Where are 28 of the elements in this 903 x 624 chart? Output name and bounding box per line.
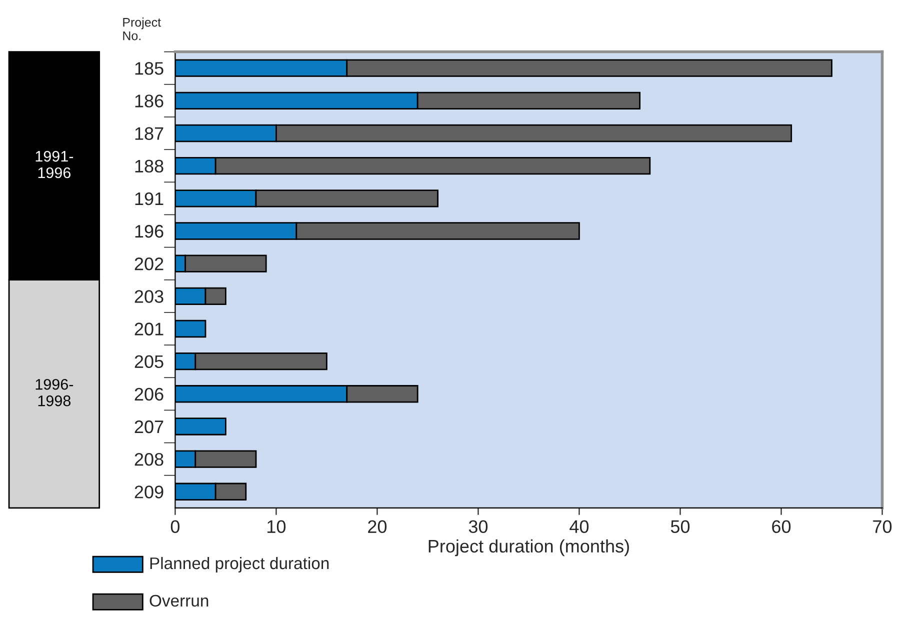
x-tick-label: 60 bbox=[772, 520, 791, 534]
y-tick-label: 202 bbox=[134, 258, 164, 270]
y-axis-title: Project No. bbox=[123, 18, 161, 40]
y-tick-label: 187 bbox=[135, 127, 164, 140]
y-tick-label: 207 bbox=[134, 420, 164, 434]
y-tick-label: 203 bbox=[134, 290, 164, 303]
y-tick-label: 186 bbox=[135, 94, 164, 108]
legend-label: Planned project duration bbox=[150, 556, 329, 572]
legend-label: Overrun bbox=[150, 594, 208, 607]
y-tick-label: 191 bbox=[135, 192, 164, 206]
y-tick-label: 206 bbox=[134, 388, 164, 401]
x-tick-label: 40 bbox=[570, 520, 589, 534]
y-tick-label: 196 bbox=[135, 224, 164, 238]
y-tick-label: 208 bbox=[134, 453, 164, 466]
x-tick-label: 0 bbox=[170, 520, 180, 534]
x-tick-label: 50 bbox=[670, 520, 690, 534]
y-tick-label: 185 bbox=[135, 62, 164, 75]
x-tick-label: 10 bbox=[268, 520, 286, 534]
text: 1991- 1996 bbox=[36, 150, 74, 178]
x-tick-label: 30 bbox=[468, 520, 488, 534]
y-tick-label: 209 bbox=[134, 486, 164, 498]
y-tick-label: 188 bbox=[135, 160, 164, 173]
text: 1996- 1998 bbox=[36, 378, 74, 406]
y-tick-label: 201 bbox=[134, 322, 164, 336]
x-tick-label: 20 bbox=[368, 520, 387, 534]
x-tick-label: 70 bbox=[873, 520, 892, 534]
y-tick-label: 205 bbox=[134, 355, 164, 368]
x-axis-title: Project duration (months) bbox=[428, 539, 629, 556]
